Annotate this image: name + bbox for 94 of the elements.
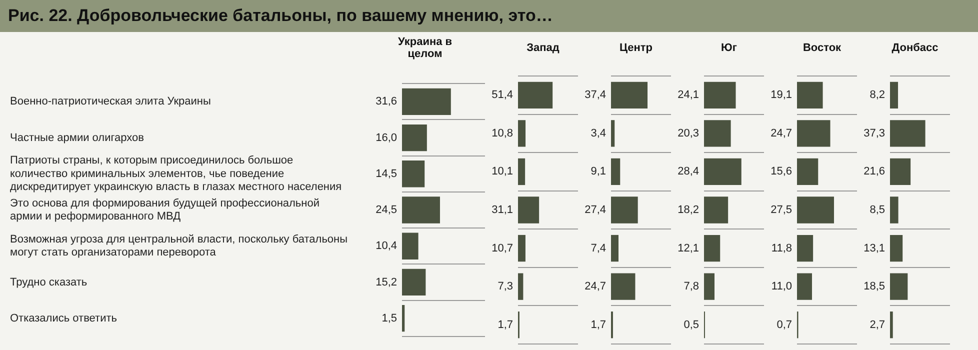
bar <box>704 120 731 147</box>
y-tick-label: Это основа для формирования будущей профессиональной армии и реформированного МВД <box>10 197 320 223</box>
bar <box>402 305 405 332</box>
bar <box>518 158 526 186</box>
bar <box>518 234 526 262</box>
data-label: 1,5 <box>382 312 397 324</box>
data-label: 14,5 <box>376 168 397 180</box>
data-label: 11,8 <box>771 242 792 254</box>
data-label: 37,4 <box>584 89 606 102</box>
data-label: 11,0 <box>771 280 792 293</box>
bar <box>797 234 814 262</box>
y-tick-label: Трудно сказать <box>10 276 88 288</box>
y-tick-label: Патриоты страны, к которым присоединилось большое количество криминальных элементов, чье поведение дискредитирует украинскую власть в глазах местного населения <box>10 154 342 194</box>
bar <box>890 234 903 262</box>
bar <box>611 234 618 262</box>
bar <box>611 82 648 108</box>
bar <box>704 158 742 186</box>
bar <box>797 158 818 186</box>
data-label: 7,3 <box>498 280 513 293</box>
y-tick-label: Возможная угроза для центральной власти, поскольку батальоны могут стать организаторами переворота <box>10 234 348 259</box>
bar <box>402 196 440 224</box>
bar <box>611 273 636 300</box>
data-label: 24,7 <box>584 280 606 293</box>
bar <box>518 273 524 300</box>
data-label: 10,4 <box>376 240 397 252</box>
text: Рис. 22. Добровольческие батальоны, по вашему мнению, это… <box>8 6 553 26</box>
bar <box>611 158 620 186</box>
chart-title: Восток <box>802 42 842 54</box>
chart-title: Украина в целом <box>396 36 454 60</box>
bar <box>890 273 908 300</box>
bar <box>518 196 540 224</box>
data-label: 16,0 <box>376 132 397 144</box>
y-tick-label: Военно-патриотическая элита Украины <box>10 96 212 108</box>
bar <box>797 196 834 224</box>
y-tick-label: Частные армии олигархов <box>10 132 144 144</box>
bar <box>402 268 426 296</box>
bar <box>704 273 715 300</box>
bar <box>518 82 553 108</box>
bar <box>704 82 736 108</box>
data-label: 31,1 <box>492 204 513 216</box>
chart-title: Юг <box>720 42 738 54</box>
bar <box>402 88 451 115</box>
chart-title: Центр <box>618 42 654 54</box>
data-label: 51,4 <box>492 89 513 102</box>
data-label: 31,6 <box>376 96 397 108</box>
data-label: 15,6 <box>770 166 792 178</box>
bar <box>797 120 830 147</box>
data-label: 24,7 <box>770 127 792 140</box>
data-label: 7,8 <box>684 280 699 293</box>
data-label: 10,7 <box>492 242 513 254</box>
data-label: 1,7 <box>590 318 606 331</box>
data-label: 8,2 <box>870 89 885 102</box>
chart-title: Запад <box>526 42 560 54</box>
bar <box>611 196 638 224</box>
data-label: 2,7 <box>870 318 885 331</box>
data-label: 24,5 <box>376 204 397 216</box>
data-label: 10,8 <box>492 127 513 140</box>
data-label: 0,5 <box>684 318 699 331</box>
data-label: 21,6 <box>864 166 885 178</box>
data-label: 0,7 <box>776 318 792 331</box>
data-label: 18,5 <box>864 280 885 293</box>
bar <box>704 234 720 262</box>
bar <box>402 124 427 152</box>
y-tick-label: Отказались ответить <box>10 312 118 324</box>
data-label: 1,7 <box>498 318 513 331</box>
bar <box>518 120 526 147</box>
bar <box>797 82 823 108</box>
bar <box>890 120 926 147</box>
data-label: 28,4 <box>678 166 699 178</box>
bar <box>402 232 418 260</box>
data-label: 9,1 <box>590 166 606 178</box>
bar <box>402 160 425 188</box>
bar <box>890 196 898 224</box>
bar <box>890 312 893 338</box>
data-label: 8,5 <box>870 204 885 216</box>
data-label: 7,4 <box>590 242 606 254</box>
data-label: 19,1 <box>770 89 792 102</box>
data-label: 37,3 <box>864 127 885 140</box>
data-label: 27,5 <box>770 204 792 216</box>
chart-title: Донбасс <box>890 42 940 54</box>
bar <box>704 196 728 224</box>
data-label: 13,1 <box>864 242 885 254</box>
data-label: 27,4 <box>584 204 606 216</box>
data-label: 15,2 <box>376 276 397 288</box>
data-label: 24,1 <box>678 89 699 102</box>
bar <box>611 120 615 147</box>
data-label: 12,1 <box>678 242 699 254</box>
data-label: 20,3 <box>678 127 699 140</box>
data-label: 10,1 <box>492 166 513 178</box>
bar <box>890 82 898 108</box>
bar <box>890 158 911 186</box>
bar <box>797 273 812 300</box>
data-label: 18,2 <box>678 204 699 216</box>
data-label: 3,4 <box>590 127 606 140</box>
